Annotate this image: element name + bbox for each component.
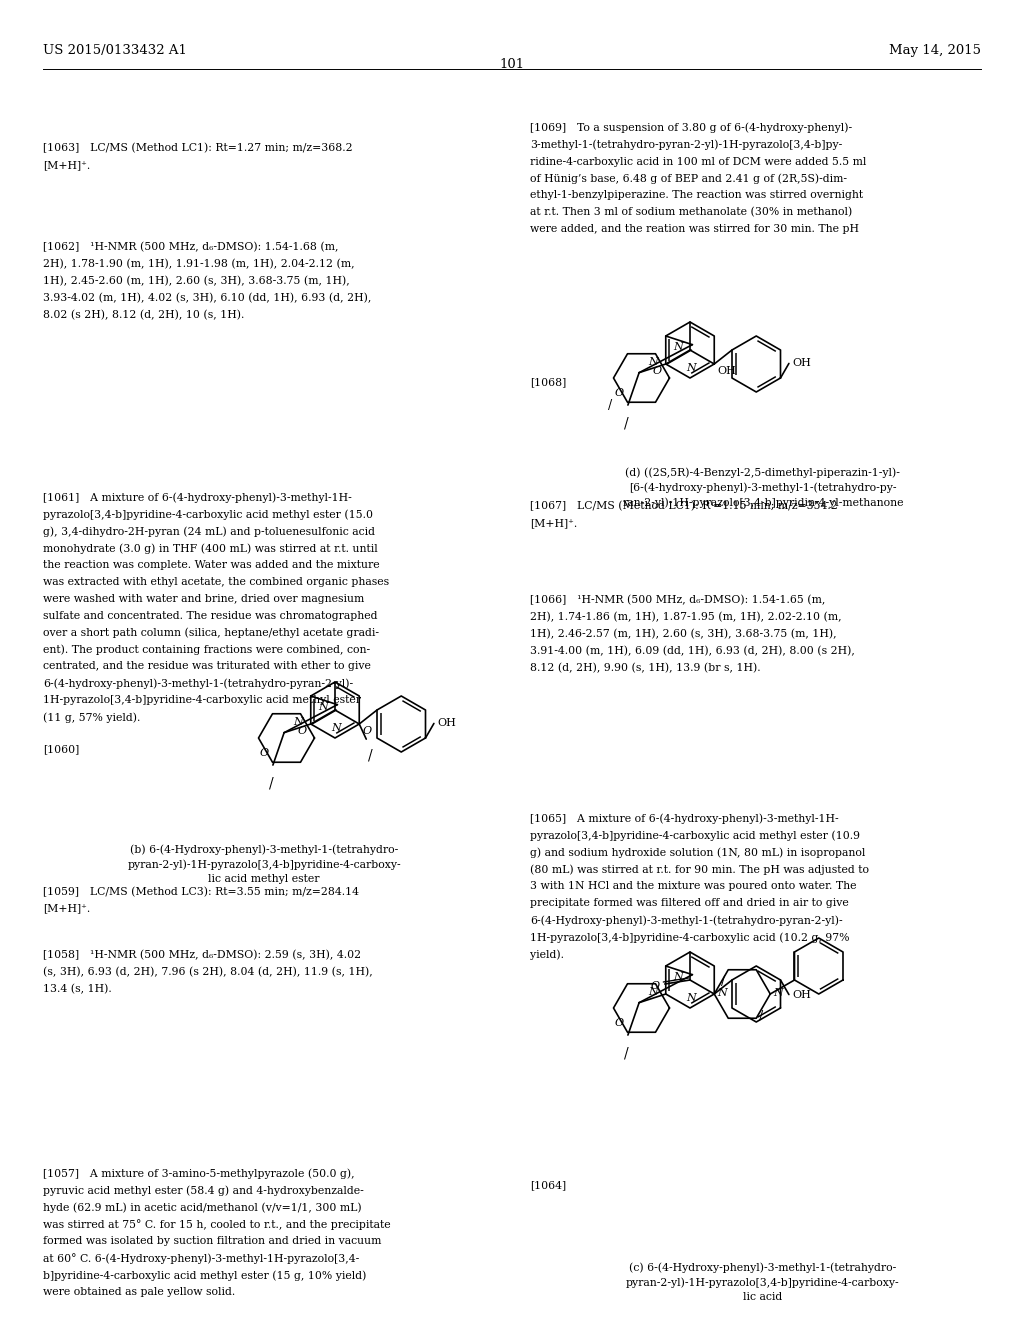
Text: O: O xyxy=(614,1018,624,1028)
Text: May 14, 2015: May 14, 2015 xyxy=(889,44,981,57)
Text: [1066] ¹H-NMR (500 MHz, d₆-DMSO): 1.54-1.65 (m,: [1066] ¹H-NMR (500 MHz, d₆-DMSO): 1.54-1… xyxy=(530,595,825,606)
Text: O: O xyxy=(259,748,268,758)
Text: 3.93-4.02 (m, 1H), 4.02 (s, 3H), 6.10 (dd, 1H), 6.93 (d, 2H),: 3.93-4.02 (m, 1H), 4.02 (s, 3H), 6.10 (d… xyxy=(43,293,372,304)
Text: N: N xyxy=(318,702,329,711)
Text: were added, and the reation was stirred for 30 min. The pH: were added, and the reation was stirred … xyxy=(530,224,859,234)
Text: over a short path column (silica, heptane/ethyl acetate gradi-: over a short path column (silica, heptan… xyxy=(43,627,379,638)
Text: N: N xyxy=(331,723,341,733)
Text: 13.4 (s, 1H).: 13.4 (s, 1H). xyxy=(43,983,112,994)
Text: 1H), 2.45-2.60 (m, 1H), 2.60 (s, 3H), 3.68-3.75 (m, 1H),: 1H), 2.45-2.60 (m, 1H), 2.60 (s, 3H), 3.… xyxy=(43,276,350,286)
Text: 1H), 2.46-2.57 (m, 1H), 2.60 (s, 3H), 3.68-3.75 (m, 1H),: 1H), 2.46-2.57 (m, 1H), 2.60 (s, 3H), 3.… xyxy=(530,630,837,639)
Text: was extracted with ethyl acetate, the combined organic phases: was extracted with ethyl acetate, the co… xyxy=(43,577,389,587)
Text: hyde (62.9 mL) in acetic acid/methanol (v/v=1/1, 300 mL): hyde (62.9 mL) in acetic acid/methanol (… xyxy=(43,1203,361,1213)
Text: pyruvic acid methyl ester (58.4 g) and 4-hydroxybenzalde-: pyruvic acid methyl ester (58.4 g) and 4… xyxy=(43,1185,364,1196)
Text: (d) ((2S,5R)-4-Benzyl-2,5-dimethyl-piperazin-1-yl)-
[6-(4-hydroxy-phenyl)-3-meth: (d) ((2S,5R)-4-Benzyl-2,5-dimethyl-piper… xyxy=(623,467,903,507)
Text: [1062] ¹H-NMR (500 MHz, d₆-DMSO): 1.54-1.68 (m,: [1062] ¹H-NMR (500 MHz, d₆-DMSO): 1.54-1… xyxy=(43,243,339,252)
Text: pyrazolo[3,4-b]pyridine-4-carboxylic acid methyl ester (15.0: pyrazolo[3,4-b]pyridine-4-carboxylic aci… xyxy=(43,510,373,520)
Text: (11 g, 57% yield).: (11 g, 57% yield). xyxy=(43,711,140,722)
Text: [1063] LC/MS (Method LC1): Rt=1.27 min; m/z=368.2: [1063] LC/MS (Method LC1): Rt=1.27 min; … xyxy=(43,144,352,153)
Text: /: / xyxy=(268,776,273,791)
Text: was stirred at 75° C. for 15 h, cooled to r.t., and the precipitate: was stirred at 75° C. for 15 h, cooled t… xyxy=(43,1220,390,1230)
Text: [1065] A mixture of 6-(4-hydroxy-phenyl)-3-methyl-1H-: [1065] A mixture of 6-(4-hydroxy-phenyl)… xyxy=(530,813,839,825)
Text: pyrazolo[3,4-b]pyridine-4-carboxylic acid methyl ester (10.9: pyrazolo[3,4-b]pyridine-4-carboxylic aci… xyxy=(530,830,860,841)
Text: 1H-pyrazolo[3,4-b]pyridine-4-carboxylic acid (10.2 g, 97%: 1H-pyrazolo[3,4-b]pyridine-4-carboxylic … xyxy=(530,932,850,942)
Text: [1059] LC/MS (Method LC3): Rt=3.55 min; m/z=284.14: [1059] LC/MS (Method LC3): Rt=3.55 min; … xyxy=(43,887,359,896)
Text: 6-(4-hydroxy-phenyl)-3-methyl-1-(tetrahydro-pyran-2-yl)-: 6-(4-hydroxy-phenyl)-3-methyl-1-(tetrahy… xyxy=(43,678,353,689)
Text: US 2015/0133432 A1: US 2015/0133432 A1 xyxy=(43,44,187,57)
Text: [M+H]⁺.: [M+H]⁺. xyxy=(43,903,90,913)
Text: [M+H]⁺.: [M+H]⁺. xyxy=(530,517,578,528)
Text: N: N xyxy=(717,987,727,998)
Text: ethyl-1-benzylpiperazine. The reaction was stirred overnight: ethyl-1-benzylpiperazine. The reaction w… xyxy=(530,190,863,201)
Text: 8.12 (d, 2H), 9.90 (s, 1H), 13.9 (br s, 1H).: 8.12 (d, 2H), 9.90 (s, 1H), 13.9 (br s, … xyxy=(530,663,761,673)
Text: 3 with 1N HCl and the mixture was poured onto water. The: 3 with 1N HCl and the mixture was poured… xyxy=(530,882,857,891)
Text: OH: OH xyxy=(717,366,736,376)
Text: were obtained as pale yellow solid.: were obtained as pale yellow solid. xyxy=(43,1287,236,1298)
Text: N: N xyxy=(648,356,657,367)
Text: were washed with water and brine, dried over magnesium: were washed with water and brine, dried … xyxy=(43,594,365,603)
Text: O: O xyxy=(362,726,372,737)
Text: g) and sodium hydroxide solution (1N, 80 mL) in isopropanol: g) and sodium hydroxide solution (1N, 80… xyxy=(530,847,866,858)
Text: at 60° C. 6-(4-Hydroxy-phenyl)-3-methyl-1H-pyrazolo[3,4-: at 60° C. 6-(4-Hydroxy-phenyl)-3-methyl-… xyxy=(43,1253,359,1265)
Text: N: N xyxy=(686,993,696,1003)
Text: the reaction was complete. Water was added and the mixture: the reaction was complete. Water was add… xyxy=(43,560,380,570)
Text: /: / xyxy=(624,416,629,430)
Text: 3-methyl-1-(tetrahydro-pyran-2-yl)-1H-pyrazolo[3,4-b]py-: 3-methyl-1-(tetrahydro-pyran-2-yl)-1H-py… xyxy=(530,140,843,150)
Text: ridine-4-carboxylic acid in 100 ml of DCM were added 5.5 ml: ridine-4-carboxylic acid in 100 ml of DC… xyxy=(530,157,866,166)
Text: sulfate and concentrated. The residue was chromatographed: sulfate and concentrated. The residue wa… xyxy=(43,611,378,620)
Text: at r.t. Then 3 ml of sodium methanolate (30% in methanol): at r.t. Then 3 ml of sodium methanolate … xyxy=(530,207,853,218)
Text: OH: OH xyxy=(792,990,811,999)
Text: (s, 3H), 6.93 (d, 2H), 7.96 (s 2H), 8.04 (d, 2H), 11.9 (s, 1H),: (s, 3H), 6.93 (d, 2H), 7.96 (s 2H), 8.04… xyxy=(43,966,373,977)
Text: /: / xyxy=(721,974,725,987)
Text: N: N xyxy=(686,363,696,374)
Text: b]pyridine-4-carboxylic acid methyl ester (15 g, 10% yield): b]pyridine-4-carboxylic acid methyl este… xyxy=(43,1270,367,1280)
Text: 6-(4-Hydroxy-phenyl)-3-methyl-1-(tetrahydro-pyran-2-yl)-: 6-(4-Hydroxy-phenyl)-3-methyl-1-(tetrahy… xyxy=(530,915,843,925)
Text: yield).: yield). xyxy=(530,949,564,960)
Text: /: / xyxy=(759,1010,764,1023)
Text: [1068]: [1068] xyxy=(530,378,566,388)
Text: O: O xyxy=(650,981,659,991)
Text: N: N xyxy=(648,987,657,997)
Text: N: N xyxy=(674,972,683,982)
Text: formed was isolated by suction filtration and dried in vacuum: formed was isolated by suction filtratio… xyxy=(43,1237,381,1246)
Text: g), 3,4-dihydro-2H-pyran (24 mL) and p-toluenesulfonic acid: g), 3,4-dihydro-2H-pyran (24 mL) and p-t… xyxy=(43,527,375,537)
Text: N: N xyxy=(773,987,783,998)
Text: [1069] To a suspension of 3.80 g of 6-(4-hydroxy-phenyl)-: [1069] To a suspension of 3.80 g of 6-(4… xyxy=(530,123,853,133)
Text: monohydrate (3.0 g) in THF (400 mL) was stirred at r.t. until: monohydrate (3.0 g) in THF (400 mL) was … xyxy=(43,543,378,553)
Text: (80 mL) was stirred at r.t. for 90 min. The pH was adjusted to: (80 mL) was stirred at r.t. for 90 min. … xyxy=(530,865,869,875)
Text: 1H-pyrazolo[3,4-b]pyridine-4-carboxylic acid methyl ester: 1H-pyrazolo[3,4-b]pyridine-4-carboxylic … xyxy=(43,696,361,705)
Text: 2H), 1.74-1.86 (m, 1H), 1.87-1.95 (m, 1H), 2.02-2.10 (m,: 2H), 1.74-1.86 (m, 1H), 1.87-1.95 (m, 1H… xyxy=(530,612,842,623)
Text: 3.91-4.00 (m, 1H), 6.09 (dd, 1H), 6.93 (d, 2H), 8.00 (s 2H),: 3.91-4.00 (m, 1H), 6.09 (dd, 1H), 6.93 (… xyxy=(530,645,855,656)
Text: of Hünig’s base, 6.48 g of BEP and 2.41 g of (2R,5S)-dim-: of Hünig’s base, 6.48 g of BEP and 2.41 … xyxy=(530,173,848,183)
Text: /: / xyxy=(369,748,373,762)
Text: [1061] A mixture of 6-(4-hydroxy-phenyl)-3-methyl-1H-: [1061] A mixture of 6-(4-hydroxy-phenyl)… xyxy=(43,492,352,503)
Text: OH: OH xyxy=(792,359,811,368)
Text: [1064]: [1064] xyxy=(530,1180,566,1191)
Text: [1067] LC/MS (Method LC1): Rᵗ=1.15 min; m/z=354.2: [1067] LC/MS (Method LC1): Rᵗ=1.15 min; … xyxy=(530,502,839,511)
Text: /: / xyxy=(624,1045,629,1060)
Text: [M+H]⁺.: [M+H]⁺. xyxy=(43,160,90,170)
Text: OH: OH xyxy=(437,718,456,729)
Text: O: O xyxy=(652,366,662,376)
Text: N: N xyxy=(674,342,683,351)
Text: 2H), 1.78-1.90 (m, 1H), 1.91-1.98 (m, 1H), 2.04-2.12 (m,: 2H), 1.78-1.90 (m, 1H), 1.91-1.98 (m, 1H… xyxy=(43,259,354,269)
Text: [1060]: [1060] xyxy=(43,744,79,754)
Text: [1057] A mixture of 3-amino-5-methylpyrazole (50.0 g),: [1057] A mixture of 3-amino-5-methylpyra… xyxy=(43,1170,354,1180)
Text: N: N xyxy=(293,717,303,727)
Text: (b) 6-(4-Hydroxy-phenyl)-3-methyl-1-(tetrahydro-
pyran-2-yl)-1H-pyrazolo[3,4-b]p: (b) 6-(4-Hydroxy-phenyl)-3-methyl-1-(tet… xyxy=(127,845,401,884)
Text: O: O xyxy=(614,388,624,399)
Text: /: / xyxy=(607,399,612,412)
Text: O: O xyxy=(298,726,307,737)
Text: precipitate formed was filtered off and dried in air to give: precipitate formed was filtered off and … xyxy=(530,899,849,908)
Text: [1058] ¹H-NMR (500 MHz, d₆-DMSO): 2.59 (s, 3H), 4.02: [1058] ¹H-NMR (500 MHz, d₆-DMSO): 2.59 (… xyxy=(43,950,361,960)
Text: 101: 101 xyxy=(500,58,524,71)
Text: (c) 6-(4-Hydroxy-phenyl)-3-methyl-1-(tetrahydro-
pyran-2-yl)-1H-pyrazolo[3,4-b]p: (c) 6-(4-Hydroxy-phenyl)-3-methyl-1-(tet… xyxy=(626,1262,900,1302)
Text: centrated, and the residue was triturated with ether to give: centrated, and the residue was triturate… xyxy=(43,661,371,672)
Text: 8.02 (s 2H), 8.12 (d, 2H), 10 (s, 1H).: 8.02 (s 2H), 8.12 (d, 2H), 10 (s, 1H). xyxy=(43,310,245,321)
Text: ent). The product containing fractions were combined, con-: ent). The product containing fractions w… xyxy=(43,644,370,655)
